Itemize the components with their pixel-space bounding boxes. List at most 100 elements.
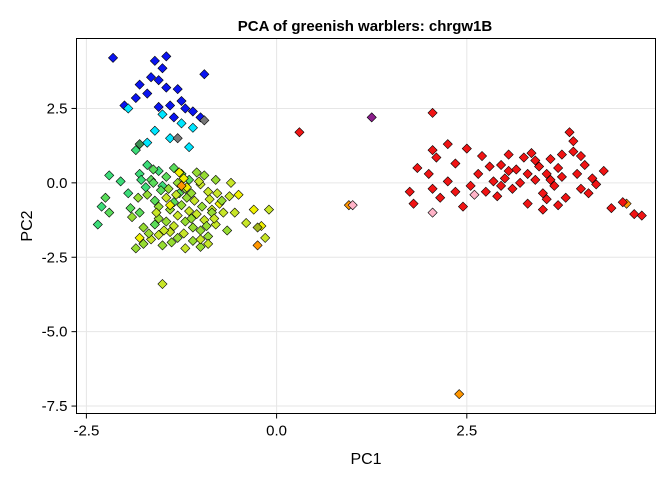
data-point	[180, 243, 191, 254]
grid-layer	[76, 38, 656, 414]
data-point	[212, 188, 223, 199]
data-point	[107, 52, 119, 63]
data-point	[195, 241, 206, 252]
data-point	[115, 176, 126, 187]
data-point	[203, 186, 214, 197]
data-point	[172, 232, 183, 243]
data-point	[427, 145, 438, 156]
data-point	[149, 55, 160, 66]
data-point	[149, 195, 160, 206]
data-point	[140, 182, 151, 193]
data-point	[171, 189, 182, 200]
data-point	[142, 159, 153, 171]
data-point	[161, 192, 172, 203]
data-point	[96, 201, 107, 212]
data-point	[201, 220, 212, 232]
data-point	[166, 237, 177, 248]
data-point	[138, 222, 149, 233]
data-point	[522, 198, 533, 209]
data-point	[134, 232, 145, 243]
data-point	[195, 234, 206, 245]
data-point	[176, 180, 187, 191]
data-point	[104, 207, 115, 218]
data-point	[123, 103, 134, 114]
data-point	[193, 176, 205, 187]
data-point	[454, 389, 465, 400]
data-point	[148, 164, 159, 175]
data-point	[168, 162, 179, 173]
data-point	[172, 210, 183, 221]
data-point	[157, 279, 168, 290]
data-point	[125, 203, 136, 214]
data-point	[541, 194, 552, 205]
data-point	[404, 186, 415, 197]
data-point	[187, 122, 198, 133]
data-point	[203, 238, 214, 249]
data-point	[423, 168, 434, 179]
data-point	[530, 174, 541, 185]
data-point	[473, 168, 484, 179]
data-point	[545, 174, 556, 185]
data-point	[138, 238, 149, 249]
data-point	[564, 127, 575, 138]
data-point	[186, 188, 197, 199]
data-point	[233, 189, 244, 200]
data-point	[92, 219, 103, 230]
data-point	[187, 235, 198, 246]
data-point	[136, 174, 147, 185]
y-axis-label: PC2	[19, 210, 36, 241]
data-point	[427, 183, 438, 194]
data-point	[522, 168, 533, 179]
data-point	[492, 191, 503, 202]
data-point	[457, 201, 469, 212]
data-point	[549, 180, 560, 191]
data-point	[556, 149, 567, 160]
data-point	[469, 189, 480, 200]
x-tick-label: 0.0	[266, 423, 287, 440]
axis-layer: -2.5 0.0 2.5 2.5 0.0 -2.5 -5.0 -7.5	[42, 100, 478, 439]
data-point	[229, 207, 240, 218]
data-point	[176, 95, 187, 107]
data-point	[165, 100, 176, 111]
data-point	[568, 136, 579, 147]
data-point	[252, 240, 263, 251]
data-point	[575, 183, 586, 194]
data-point	[412, 162, 423, 173]
data-point	[511, 164, 522, 175]
data-point	[537, 188, 548, 199]
data-point	[134, 207, 145, 218]
data-point	[158, 225, 170, 236]
data-point	[149, 219, 160, 230]
data-point	[161, 171, 172, 182]
data-point	[606, 203, 617, 214]
data-point	[187, 222, 198, 233]
data-point	[130, 145, 141, 156]
data-point	[241, 217, 252, 229]
data-point	[157, 240, 168, 251]
data-point	[252, 222, 263, 233]
data-point	[591, 179, 602, 190]
data-point	[168, 112, 179, 123]
data-point	[572, 168, 583, 179]
data-point	[248, 204, 259, 215]
data-point	[294, 127, 305, 138]
data-point	[153, 101, 164, 112]
data-point	[178, 173, 189, 184]
data-point	[218, 207, 229, 218]
data-point	[204, 194, 215, 205]
data-point	[534, 161, 545, 172]
data-point	[130, 92, 141, 104]
data-point	[104, 170, 115, 181]
data-point	[503, 165, 514, 176]
data-point	[161, 82, 172, 93]
data-point	[366, 112, 377, 123]
data-point	[408, 198, 419, 209]
data-point	[224, 191, 235, 202]
data-point	[163, 183, 174, 194]
data-point	[199, 170, 210, 181]
data-point	[134, 139, 145, 150]
data-point	[184, 206, 195, 217]
data-point	[263, 204, 275, 215]
